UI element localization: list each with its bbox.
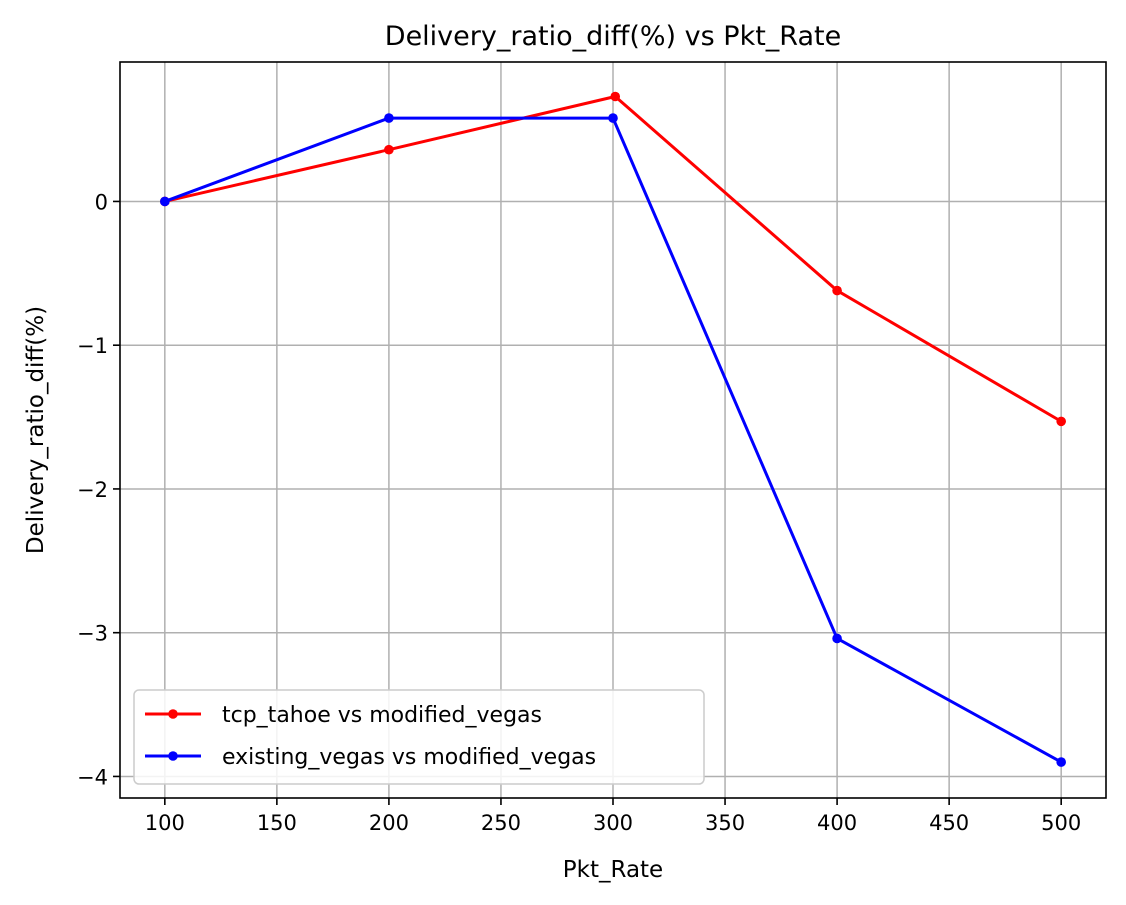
legend-marker-tcp-tahoe (168, 709, 178, 719)
data-point-tcp-tahoe (610, 91, 621, 102)
y-axis-ticks: 0 −1 −2 −3 −4 (77, 190, 120, 789)
data-point-existing-vegas (1056, 757, 1066, 767)
x-axis-label: Pkt_Rate (563, 857, 663, 883)
data-point-tcp-tahoe (1056, 416, 1066, 427)
legend-label-existing-vegas: existing_vegas vs modified_vegas (222, 745, 596, 770)
chart-title: Delivery_ratio_diff(%) vs Pkt_Rate (385, 21, 841, 52)
data-point-tcp-tahoe (832, 285, 842, 296)
y-tick-label: −3 (77, 622, 108, 646)
data-point-existing-vegas (608, 113, 618, 123)
y-axis-label: Delivery_ratio_diff(%) (23, 306, 49, 554)
x-tick-label: 200 (369, 811, 409, 835)
y-tick-label: −2 (77, 478, 108, 502)
legend-box (133, 689, 705, 785)
y-tick-label: 0 (95, 190, 108, 214)
legend-marker-existing-vegas (168, 751, 178, 761)
x-tick-label: 150 (257, 811, 297, 835)
x-tick-label: 450 (929, 811, 969, 835)
data-point-tcp-tahoe (384, 144, 394, 155)
x-tick-label: 350 (705, 811, 745, 835)
legend: tcp_tahoe vs modified_vegas existing_veg… (133, 689, 705, 785)
x-tick-label: 250 (481, 811, 521, 835)
x-tick-label: 300 (593, 811, 633, 835)
y-tick-label: −4 (77, 765, 108, 789)
data-point-existing-vegas (832, 633, 842, 644)
data-point-existing-vegas (384, 113, 394, 123)
x-tick-label: 400 (817, 811, 857, 835)
legend-label-tcp-tahoe: tcp_tahoe vs modified_vegas (222, 703, 542, 728)
x-tick-label: 100 (145, 811, 185, 835)
series-layer (160, 91, 1066, 767)
x-tick-label: 500 (1041, 811, 1081, 835)
y-tick-label: −1 (77, 334, 108, 358)
x-axis-ticks: 100 150 200 250 300 350 400 450 500 (145, 798, 1081, 835)
data-point-existing-vegas (160, 196, 170, 207)
